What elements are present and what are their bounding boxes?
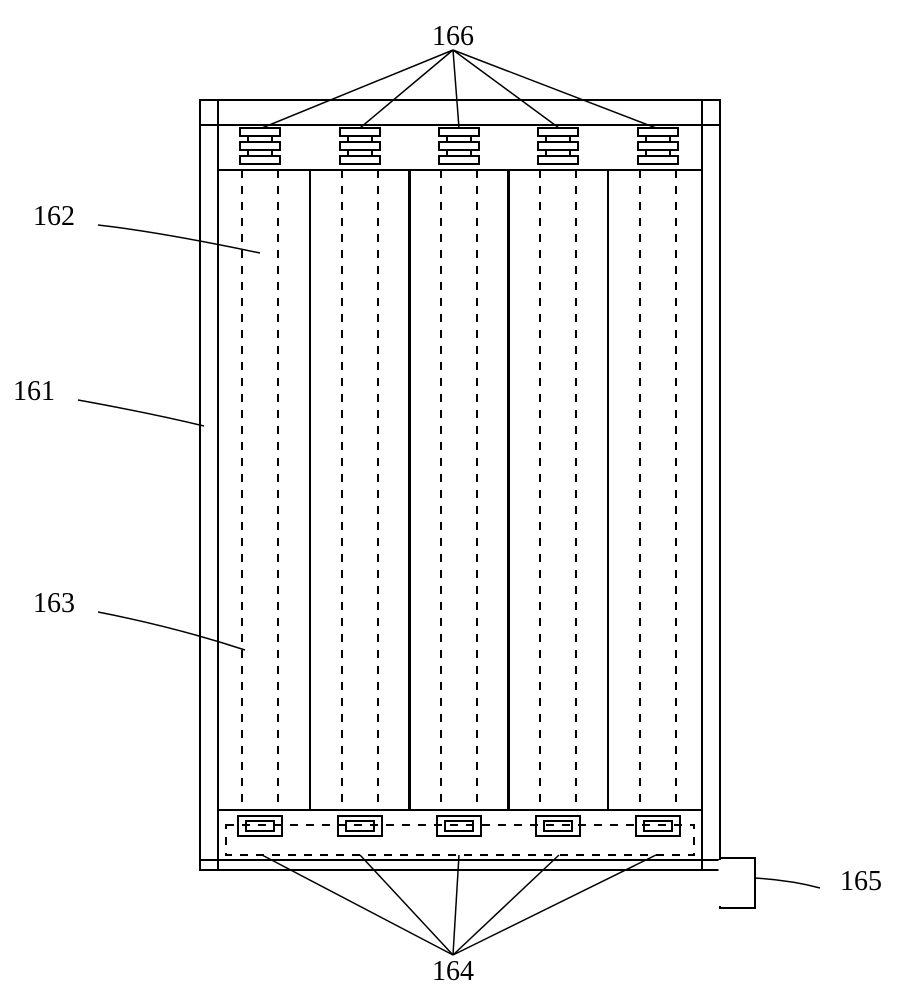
- top-connector: [439, 128, 479, 136]
- label-166: 166: [432, 21, 474, 52]
- label-165: 165: [840, 866, 882, 897]
- top-connector: [638, 128, 678, 136]
- top-connector: [340, 128, 380, 136]
- outlet-pipe: [720, 858, 755, 908]
- top-connector: [538, 128, 578, 136]
- label-161: 161: [13, 376, 55, 407]
- label-162: 162: [33, 201, 75, 232]
- label-163: 163: [33, 588, 75, 619]
- label-164: 164: [432, 956, 474, 987]
- top-connector: [240, 128, 280, 136]
